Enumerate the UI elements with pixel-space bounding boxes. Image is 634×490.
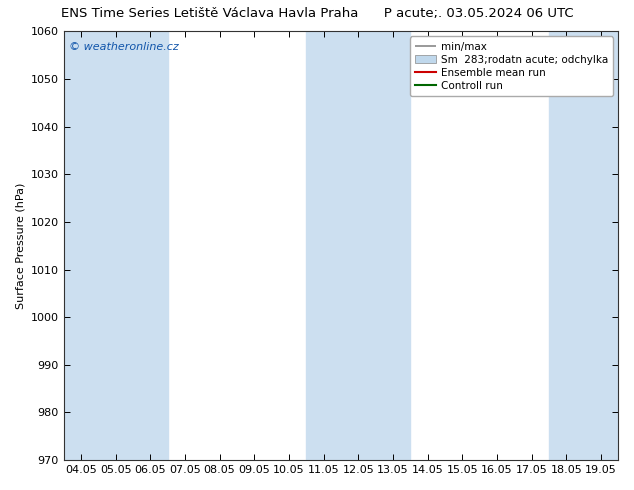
Bar <box>584 31 619 460</box>
Bar <box>98 31 133 460</box>
Bar <box>549 31 584 460</box>
Bar <box>133 31 167 460</box>
Bar <box>63 31 98 460</box>
Text: © weatheronline.cz: © weatheronline.cz <box>69 42 179 52</box>
Bar <box>306 31 341 460</box>
Text: ENS Time Series Letiště Václava Havla Praha      P acute;. 03.05.2024 06 UTC: ENS Time Series Letiště Václava Havla Pr… <box>61 7 573 21</box>
Y-axis label: Surface Pressure (hPa): Surface Pressure (hPa) <box>15 182 25 309</box>
Bar <box>376 31 410 460</box>
Legend: min/max, Sm  283;rodatn acute; odchylka, Ensemble mean run, Controll run: min/max, Sm 283;rodatn acute; odchylka, … <box>410 36 613 96</box>
Bar <box>341 31 376 460</box>
